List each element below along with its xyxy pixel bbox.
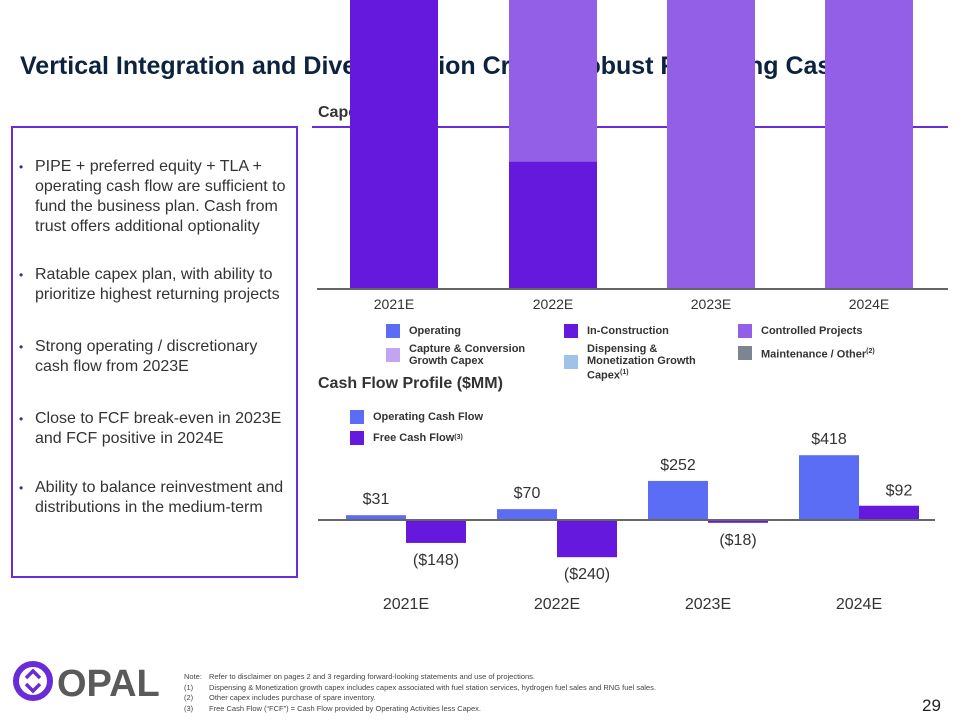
bullet-text: Close to FCF break-even in 2023E and FCF… [35,410,282,447]
logo-ring-icon [13,661,53,701]
capex-category-label: 2024E [849,296,889,312]
legend-swatch [738,324,752,338]
cashflow-value-label: ($240) [564,566,610,583]
legend-swatch [350,431,364,445]
chevron-up-icon [24,668,42,680]
legend-swatch [564,355,578,370]
legend-item: Maintenance / Other(2) [738,346,875,361]
legend-label: Operating [409,325,461,337]
footnote-text: Free Cash Flow (“FCF”) = Cash Flow provi… [209,703,481,713]
footnote-key: (3) [184,703,194,713]
capex-bar-segment [667,0,755,288]
cashflow-bar [497,509,557,520]
bullet-item: • Close to FCF break-even in 2023E and FC… [19,409,294,449]
cashflow-value-label: $92 [886,483,913,500]
cashflow-value-label: $31 [363,491,390,508]
cashflow-bar [346,515,406,520]
capex-bar-segment [350,0,438,288]
legend-label: Controlled Projects [761,325,863,337]
cashflow-bar [859,505,919,520]
legend-label: Dispensing & Monetization Growth Capex(1… [587,343,696,382]
legend-label: Operating Cash Flow [373,411,484,423]
capex-category-label: 2021E [374,296,414,312]
chevron-down-icon [24,682,42,694]
legend-swatch [564,324,578,338]
footnote-key: (2) [184,693,194,702]
footnote-ref: (1) [620,369,629,376]
cashflow-value-label: ($148) [413,552,459,569]
bullet-text: Ratable capex plan, with ability to prio… [35,266,280,303]
footnote-text: Other capex includes purchase of spare i… [209,693,376,702]
capex-bar-segment [509,0,597,162]
legend-label: In-Construction [587,325,669,337]
cashflow-bar [406,520,466,543]
cashflow-category-label: 2024E [836,596,882,613]
legend-swatch [386,324,400,338]
footnote-ref: (3) [454,434,463,441]
legend-operating-cash-flow: Operating Cash Flow [350,410,483,424]
footnote-text: Dispensing & Monetization growth capex i… [209,682,656,692]
legend-label: Free Cash Flow [373,432,455,444]
footnote: (2) Other capex includes purchase of spar… [184,693,656,704]
cashflow-category-label: 2022E [534,596,580,613]
footnote: (1) Dispensing & Monetization growth cape… [184,683,656,694]
cashflow-bar [557,520,617,558]
bullet-text: Strong operating / discretionary cash fl… [35,338,258,375]
legend-swatch [350,410,364,424]
cashflow-bar [708,520,768,523]
bullet-item: • Ratable capex plan, with ability to pri… [19,265,294,305]
cashflow-bar [648,480,708,520]
slide-title: Vertical Integration and Diversification… [20,52,911,80]
legend-item: Operating [386,324,461,338]
logo-text: OPAL [57,663,160,702]
cashflow-value-label: ($18) [719,532,756,549]
capex-category-label: 2022E [533,296,573,312]
bullet-item: • Ability to balance reinvestment and dis… [19,478,294,518]
legend-swatch [386,348,400,362]
legend-item: Dispensing & Monetization Growth Capex(1… [564,343,727,382]
legend-item: Capture & Conversion Growth Capex [386,343,549,367]
bullet-item: • Strong operating / discretionary cash f… [19,337,294,377]
legend-item: Controlled Projects [738,324,862,338]
bullet-text: PIPE + preferred equity + TLA + operatin… [35,158,286,235]
capex-bar-segment [509,161,597,288]
cashflow-value-label: $418 [811,431,847,448]
capex-category-label: 2023E [691,296,731,312]
opal-logo-mark: OPAL [13,661,160,705]
key-points-box: • PIPE + preferred equity + TLA + operati… [11,126,298,578]
legend-swatch [738,346,752,361]
footnote-text: Refer to disclaimer on pages 2 and 3 reg… [209,672,536,681]
bullet-item: • PIPE + preferred equity + TLA + operati… [19,157,294,237]
footnote: Note: Refer to disclaimer on pages 2 and … [184,672,656,683]
legend-item: In-Construction [564,324,669,338]
bullet-text: Ability to balance reinvestment and dist… [35,479,284,516]
opal-logo: OPAL [12,660,172,707]
cashflow-category-label: 2021E [383,596,429,613]
cashflow-bar [799,455,859,520]
footnote-ref: (2) [866,348,875,355]
page-number: 29 [922,696,941,715]
capex-title-divider [312,126,948,128]
footnote-key: (1) [184,682,194,692]
cashflow-chart-title: Cash Flow Profile ($MM) [318,375,503,392]
legend-label: Maintenance / Other(2) [761,348,875,361]
capex-bar-segment [825,0,913,289]
legend-label: Capture & Conversion Growth Capex [409,343,526,367]
cashflow-category-label: 2023E [685,596,731,613]
footnote: (3) Free Cash Flow (“FCF”) = Cash Flow pr… [184,704,656,715]
cashflow-value-label: $70 [514,485,541,502]
legend-free-cash-flow: Free Cash Flow (3) [350,431,463,445]
cashflow-value-label: $252 [660,457,696,474]
footnote-key: Note: [184,672,202,681]
footnotes: Note: Refer to disclaimer on pages 2 and … [184,672,656,714]
